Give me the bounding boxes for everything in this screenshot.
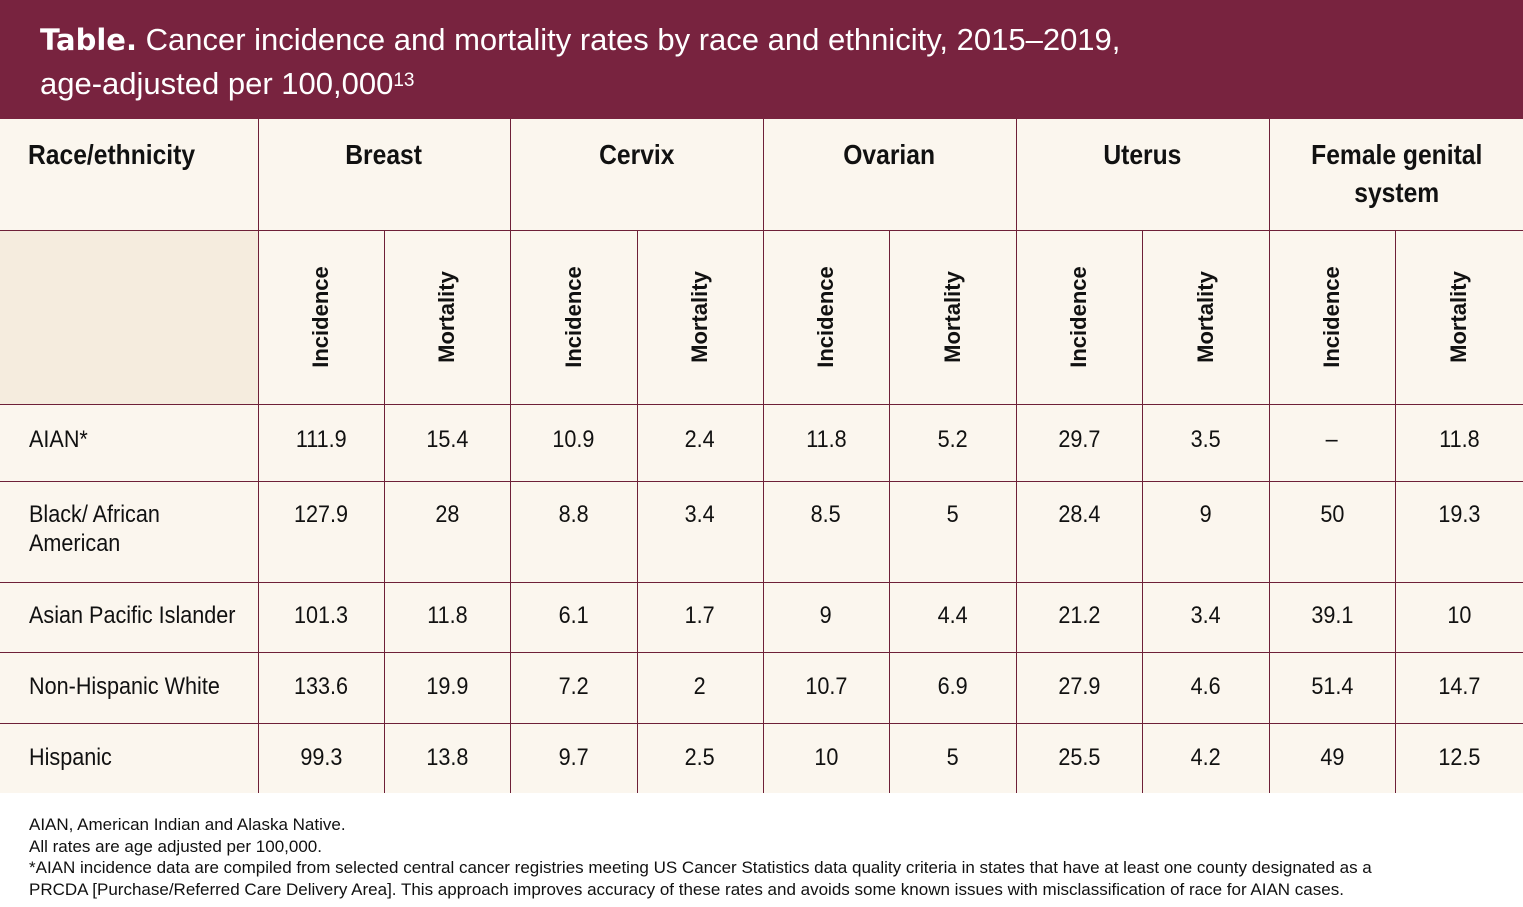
sub-header-row: Incidence Mortality Incidence Mortality … [0,229,1523,405]
sub-header-incidence: Incidence [1268,229,1396,405]
table-row: AIAN* 111.9 15.4 10.9 2.4 11.8 5.2 29.7 … [0,403,1523,482]
title-text-2: age-adjusted per 100,000 [40,66,394,101]
title-line-1: Table. Cancer incidence and mortality ra… [40,18,1483,62]
row-label: Asian Pacific Islander [0,581,259,653]
table-cell: – [1268,403,1396,482]
table-cell: 3.4 [1141,581,1270,653]
table-cell: 28 [383,480,511,583]
header-race-ethnicity: Race/ethnicity [0,119,259,231]
table-cell: 6.1 [509,581,638,653]
table-row: Non-Hispanic White 133.6 19.9 7.2 2 10.7… [0,651,1523,724]
sub-header-incidence: Incidence [1015,229,1143,405]
table-title-banner: Table. Cancer incidence and mortality ra… [0,0,1523,119]
table-cell: 2.4 [636,403,764,482]
data-table-container: Race/ethnicity Breast Cervix Ovarian Ute… [0,119,1523,793]
header-cervix: Cervix [509,119,764,231]
table-cell: 4.2 [1141,722,1270,793]
table-cell: 10.9 [509,403,638,482]
group-header-row: Race/ethnicity Breast Cervix Ovarian Ute… [0,119,1523,231]
table-cell: 5 [888,480,1017,583]
table-row: Asian Pacific Islander 101.3 11.8 6.1 1.… [0,581,1523,653]
table-cell: 10 [762,722,890,793]
table-cell: 14.7 [1394,651,1523,724]
header-uterus: Uterus [1015,119,1270,231]
table-cell: 2 [636,651,764,724]
rates-table: Race/ethnicity Breast Cervix Ovarian Ute… [0,119,1523,793]
sub-header-mortality: Mortality [636,229,764,405]
title-text: Cancer incidence and mortality rates by … [145,22,1121,57]
title-lead: Table. [40,23,137,57]
table-cell: 4.6 [1141,651,1270,724]
table-cell: 10 [1394,581,1523,653]
table-cell: 1.7 [636,581,764,653]
table-cell: 49 [1268,722,1396,793]
table-cell: 12.5 [1394,722,1523,793]
table-cell: 29.7 [1015,403,1143,482]
table-cell: 111.9 [257,403,385,482]
sub-header-blank [0,229,259,405]
title-footnote-ref: 13 [393,70,415,91]
row-label: Black/ African American [0,480,259,583]
table-cell: 8.5 [762,480,890,583]
table-cell: 7.2 [509,651,638,724]
table-cell: 28.4 [1015,480,1143,583]
table-cell: 4.4 [888,581,1017,653]
footnote-age-adjusted: All rates are age adjusted per 100,000. [29,836,322,856]
footnote-aian-data: *AIAN incidence data are compiled from s… [29,858,1372,877]
table-cell: 27.9 [1015,651,1143,724]
table-cell: 5 [888,722,1017,793]
table-cell: 19.3 [1394,480,1523,583]
table-cell: 39.1 [1268,581,1396,653]
table-cell: 9 [1141,480,1270,583]
sub-header-mortality: Mortality [383,229,511,405]
header-ovarian: Ovarian [762,119,1017,231]
table-cell: 5.2 [888,403,1017,482]
title-line-2: age-adjusted per 100,00013 [40,62,1483,105]
table-cell: 13.8 [383,722,511,793]
table-cell: 25.5 [1015,722,1143,793]
table-cell: 15.4 [383,403,511,482]
table-row: Black/ African American 127.9 28 8.8 3.4… [0,480,1523,583]
footnote-prcda: PRCDA [Purchase/Referred Care Delivery A… [29,879,1344,899]
table-cell: 11.8 [1394,403,1523,482]
row-label: AIAN* [0,403,259,482]
table-footnotes: AIAN, American Indian and Alaska Native.… [29,814,1499,900]
sub-header-incidence: Incidence [762,229,890,405]
table-cell: 3.4 [636,480,764,583]
row-label: Non-Hispanic White [0,651,259,724]
table-cell: 19.9 [383,651,511,724]
table-cell: 9 [762,581,890,653]
table-cell: 21.2 [1015,581,1143,653]
table-cell: 101.3 [257,581,385,653]
table-cell: 133.6 [257,651,385,724]
table-cell: 9.7 [509,722,638,793]
sub-header-incidence: Incidence [509,229,638,405]
sub-header-mortality: Mortality [888,229,1017,405]
table-cell: 50 [1268,480,1396,583]
table-cell: 8.8 [509,480,638,583]
table-cell: 2.5 [636,722,764,793]
sub-header-incidence: Incidence [257,229,385,405]
table-cell: 51.4 [1268,651,1396,724]
sub-header-mortality: Mortality [1141,229,1270,405]
header-female-genital-system: Female genital system [1268,119,1523,231]
sub-header-mortality: Mortality [1394,229,1523,405]
table-cell: 99.3 [257,722,385,793]
table-cell: 127.9 [257,480,385,583]
table-cell: 6.9 [888,651,1017,724]
footnote-abbreviation: AIAN, American Indian and Alaska Native. [29,815,346,834]
table-row: Hispanic 99.3 13.8 9.7 2.5 10 5 25.5 4.2… [0,722,1523,793]
table-cell: 10.7 [762,651,890,724]
table-cell: 11.8 [383,581,511,653]
header-breast: Breast [257,119,511,231]
table-cell: 11.8 [762,403,890,482]
row-label: Hispanic [0,722,259,793]
table-cell: 3.5 [1141,403,1270,482]
